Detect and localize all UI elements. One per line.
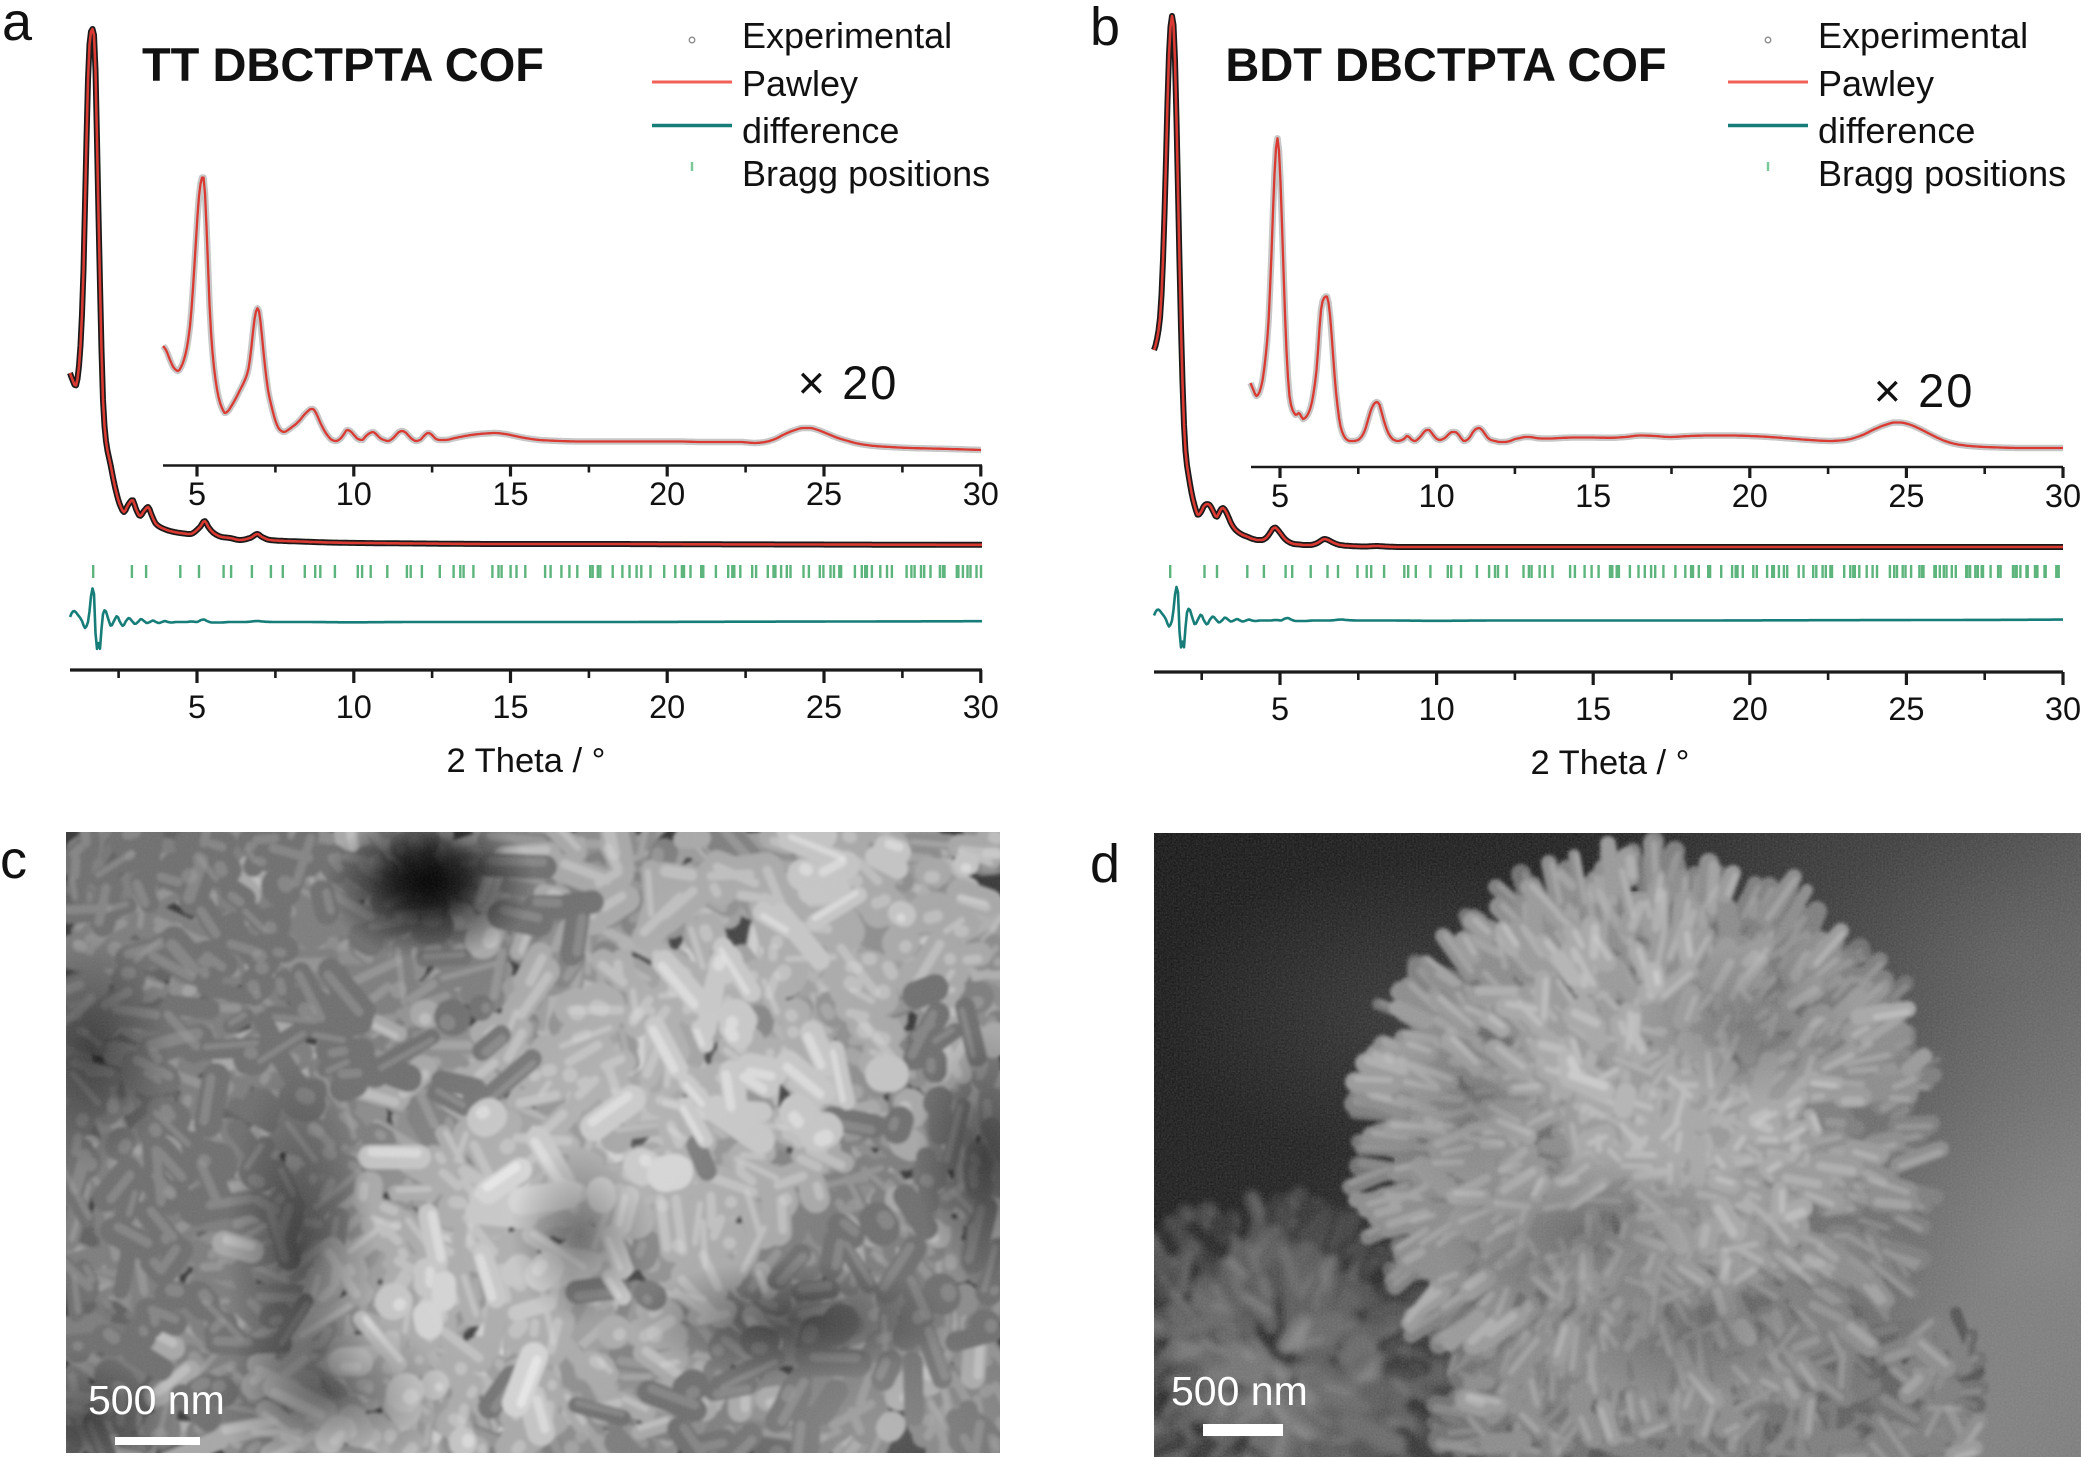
svg-text:5: 5 bbox=[188, 476, 206, 512]
svg-text:5: 5 bbox=[188, 689, 206, 725]
svg-text:500 nm: 500 nm bbox=[88, 1377, 225, 1423]
svg-text:Pawley: Pawley bbox=[1818, 63, 1934, 104]
svg-text:15: 15 bbox=[492, 476, 528, 512]
svg-text:Experimental: Experimental bbox=[742, 15, 952, 56]
svg-text:25: 25 bbox=[1888, 691, 1924, 727]
svg-text:5: 5 bbox=[1271, 478, 1289, 514]
svg-text:20: 20 bbox=[1732, 478, 1768, 514]
svg-text:20: 20 bbox=[649, 476, 685, 512]
svg-text:b: b bbox=[1090, 0, 1120, 57]
svg-text:Experimental: Experimental bbox=[1818, 15, 2028, 56]
svg-text:25: 25 bbox=[806, 689, 842, 725]
svg-text:15: 15 bbox=[1575, 478, 1611, 514]
svg-text:30: 30 bbox=[2045, 691, 2081, 727]
svg-text:d: d bbox=[1090, 834, 1120, 894]
svg-text:difference: difference bbox=[742, 110, 899, 151]
svg-text:2 Theta / °: 2 Theta / ° bbox=[447, 742, 606, 780]
svg-text:30: 30 bbox=[2045, 478, 2081, 514]
svg-text:Bragg positions: Bragg positions bbox=[1818, 153, 2066, 194]
svg-text:10: 10 bbox=[1419, 691, 1455, 727]
svg-text:difference: difference bbox=[1818, 110, 1975, 151]
svg-text:15: 15 bbox=[492, 689, 528, 725]
svg-text:5: 5 bbox=[1271, 691, 1289, 727]
svg-text:15: 15 bbox=[1575, 691, 1611, 727]
svg-text:20: 20 bbox=[649, 689, 685, 725]
svg-text:a: a bbox=[2, 0, 33, 52]
svg-text:10: 10 bbox=[1419, 478, 1455, 514]
svg-text:20: 20 bbox=[1732, 691, 1768, 727]
svg-text:10: 10 bbox=[336, 689, 372, 725]
svg-text:30: 30 bbox=[963, 689, 999, 725]
svg-text:Pawley: Pawley bbox=[742, 63, 858, 104]
svg-text:2 Theta / °: 2 Theta / ° bbox=[1531, 744, 1690, 782]
svg-text:TT DBCTPTA COF: TT DBCTPTA COF bbox=[142, 38, 544, 91]
svg-text:10: 10 bbox=[336, 476, 372, 512]
svg-text:25: 25 bbox=[1888, 478, 1924, 514]
svg-text:c: c bbox=[0, 830, 27, 890]
svg-text:Bragg positions: Bragg positions bbox=[742, 153, 990, 194]
svg-text:25: 25 bbox=[806, 476, 842, 512]
svg-text:BDT DBCTPTA COF: BDT DBCTPTA COF bbox=[1225, 38, 1666, 91]
svg-text:× 20: × 20 bbox=[798, 356, 899, 409]
svg-text:30: 30 bbox=[963, 476, 999, 512]
svg-text:500 nm: 500 nm bbox=[1171, 1368, 1308, 1414]
svg-text:× 20: × 20 bbox=[1874, 364, 1975, 417]
